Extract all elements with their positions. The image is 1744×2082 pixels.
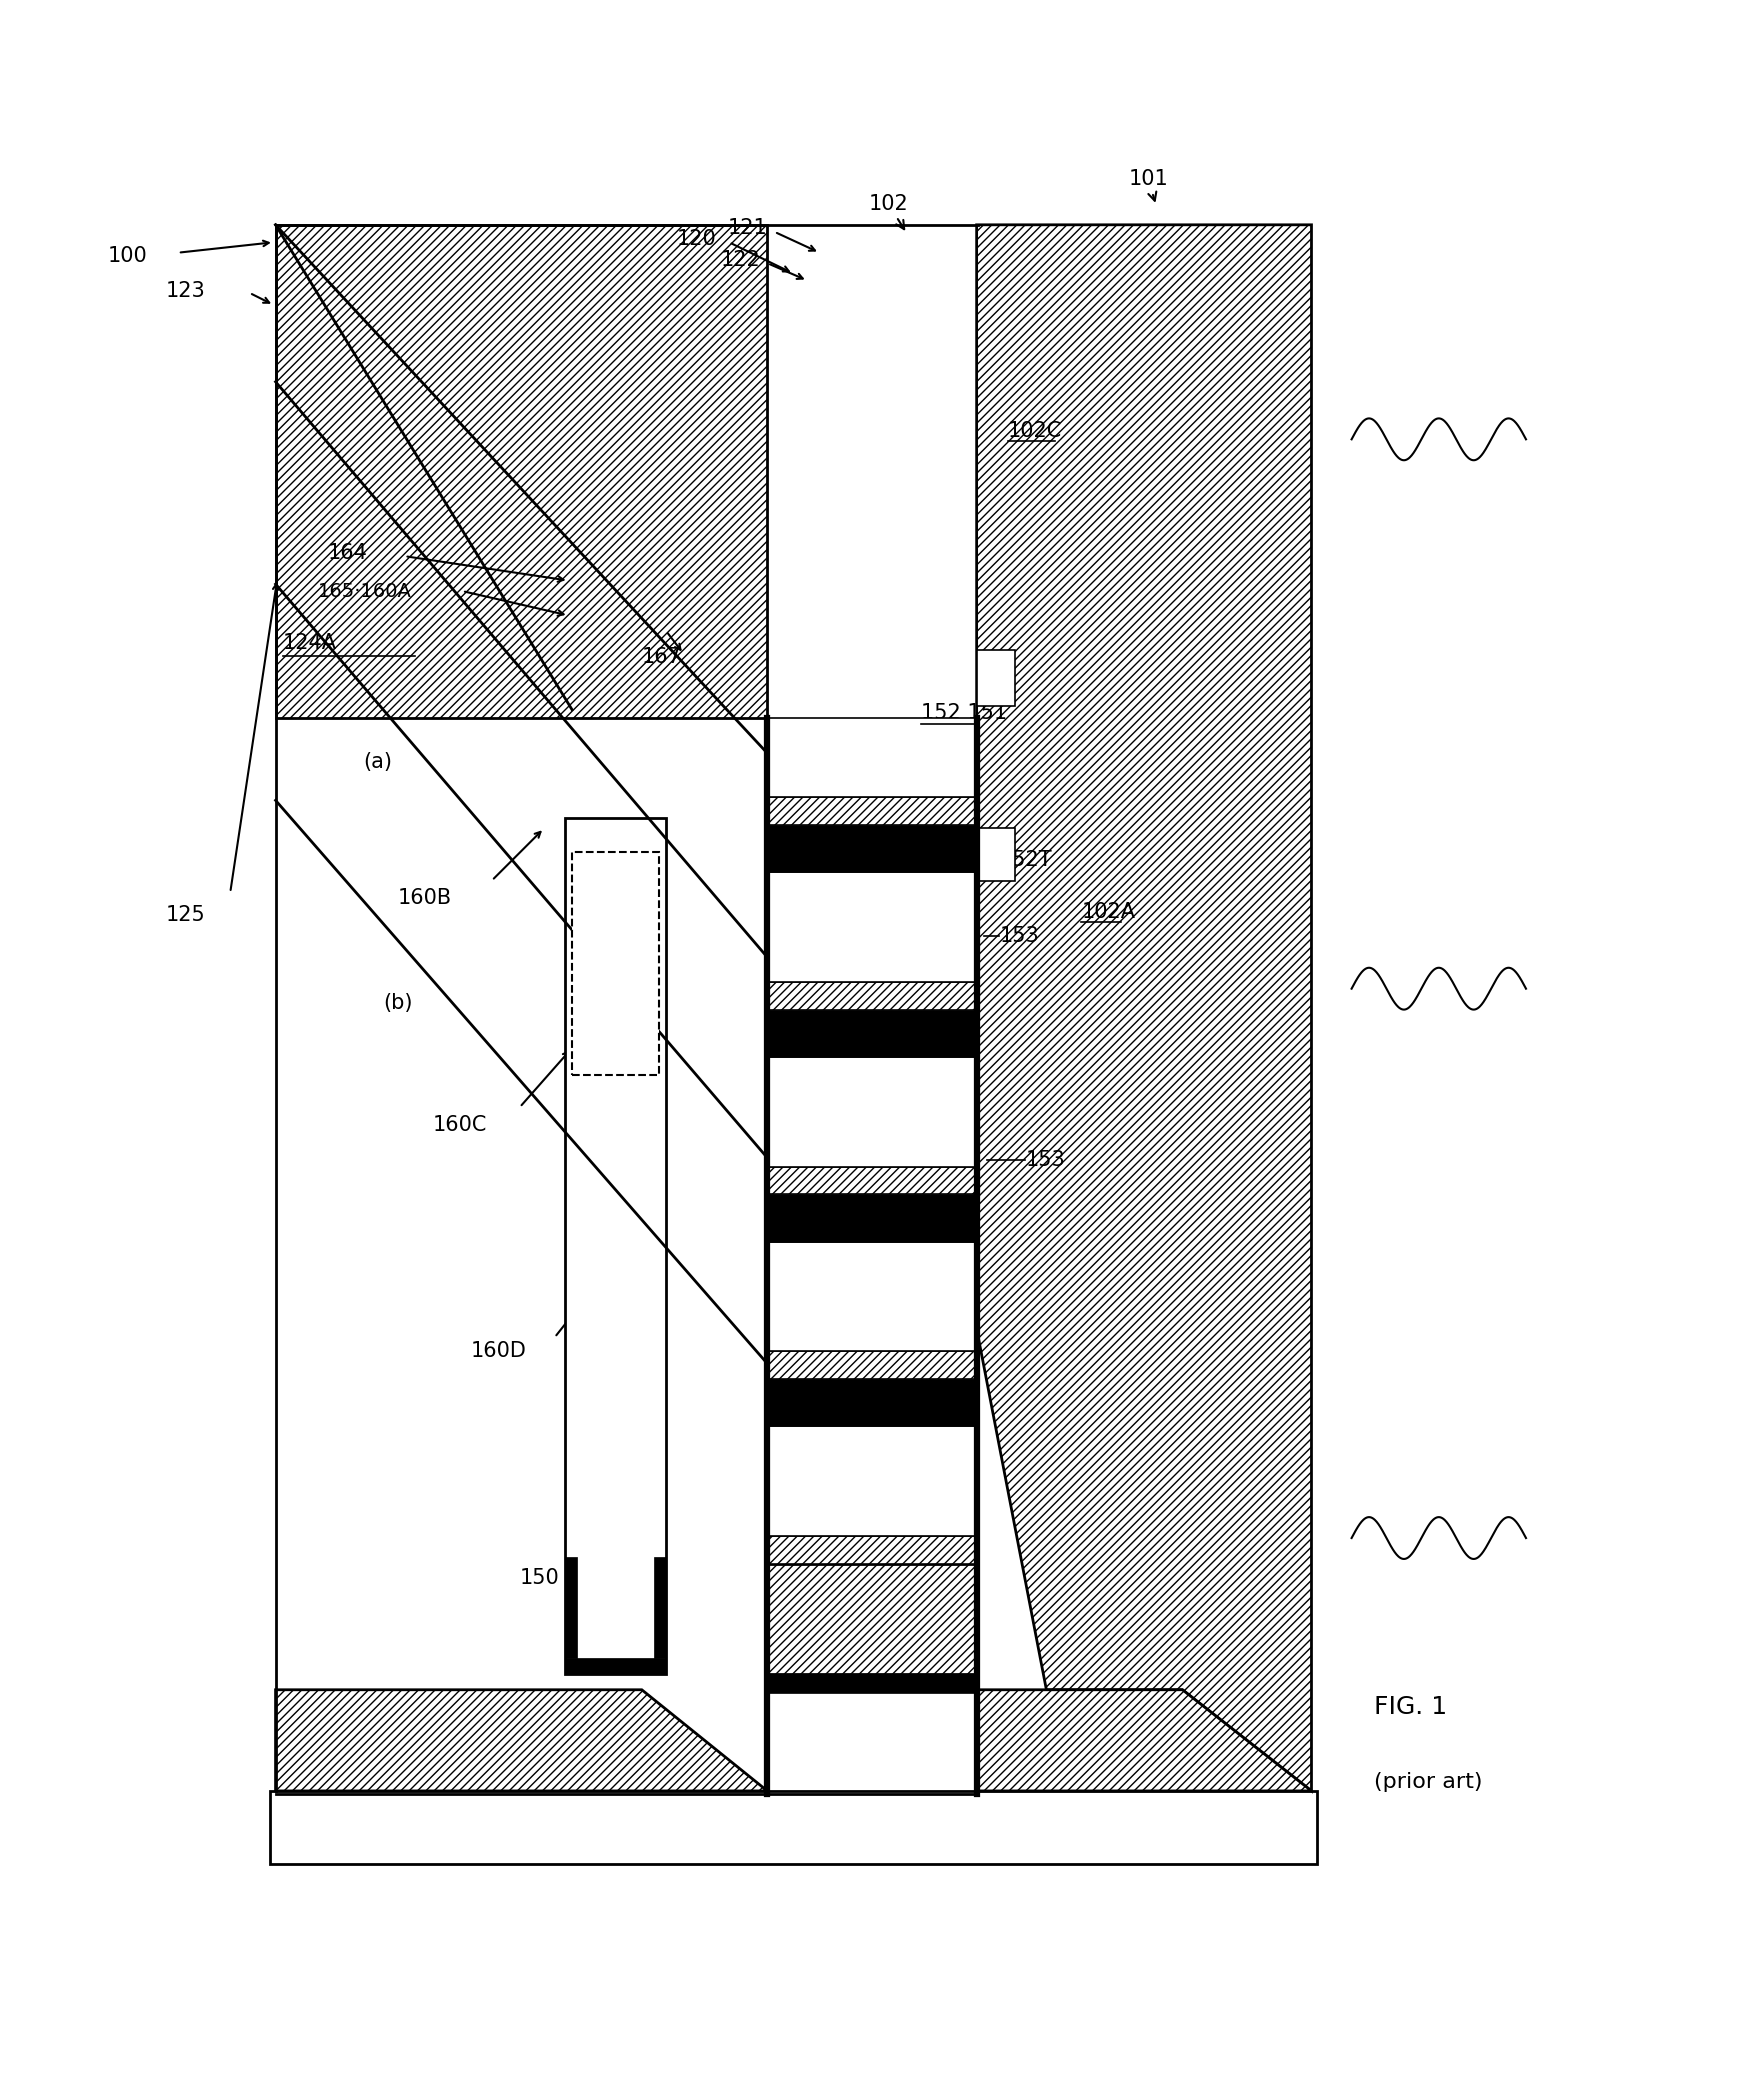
Bar <box>565 1659 666 1674</box>
Text: 102A: 102A <box>1081 902 1135 922</box>
Bar <box>565 1557 577 1659</box>
Bar <box>977 650 1015 706</box>
Bar <box>276 225 767 718</box>
Bar <box>767 1010 977 1058</box>
Bar <box>767 872 977 983</box>
Text: 125: 125 <box>166 906 206 924</box>
Text: 153: 153 <box>999 926 1039 947</box>
Bar <box>767 1564 977 1674</box>
Text: 153: 153 <box>1025 1149 1066 1170</box>
Bar <box>767 1166 977 1195</box>
Bar <box>767 1241 977 1351</box>
Bar <box>767 1058 977 1166</box>
Text: 164: 164 <box>328 543 368 562</box>
Text: 124A: 124A <box>283 633 337 654</box>
Polygon shape <box>977 1691 1311 1791</box>
Bar <box>767 1380 977 1426</box>
Text: 167: 167 <box>642 648 682 668</box>
Bar <box>565 818 666 1674</box>
Text: 100: 100 <box>108 246 148 266</box>
Text: 160B: 160B <box>398 889 452 908</box>
Bar <box>270 1791 1317 1863</box>
Text: 102C: 102C <box>1008 421 1062 441</box>
Text: (b): (b) <box>384 993 413 1012</box>
Text: (a): (a) <box>363 752 392 772</box>
Bar <box>767 1537 977 1564</box>
Text: 160C: 160C <box>433 1114 487 1135</box>
Text: 152T: 152T <box>999 849 1052 870</box>
Text: 121: 121 <box>727 219 767 237</box>
Polygon shape <box>977 225 1311 1791</box>
Bar <box>767 1351 977 1380</box>
Bar <box>767 1195 977 1241</box>
Polygon shape <box>276 1691 767 1791</box>
Text: 122: 122 <box>720 250 760 271</box>
Bar <box>572 852 659 1074</box>
Bar <box>767 1674 977 1693</box>
Text: 102: 102 <box>869 194 909 229</box>
Text: 152 151: 152 151 <box>921 704 1006 722</box>
Text: 165·160A: 165·160A <box>317 581 412 600</box>
Text: (prior art): (prior art) <box>1374 1772 1482 1793</box>
Text: 120: 120 <box>677 229 717 248</box>
Bar <box>767 1426 977 1537</box>
Bar <box>767 824 977 872</box>
Bar <box>654 1557 666 1659</box>
Text: 101: 101 <box>1128 169 1168 200</box>
Text: 160D: 160D <box>471 1341 527 1362</box>
Bar <box>767 797 977 824</box>
Bar <box>977 829 1015 881</box>
Bar <box>767 983 977 1010</box>
Text: FIG. 1: FIG. 1 <box>1374 1695 1448 1720</box>
Text: 150: 150 <box>520 1568 560 1589</box>
Bar <box>767 718 977 797</box>
Text: 123: 123 <box>166 281 206 302</box>
